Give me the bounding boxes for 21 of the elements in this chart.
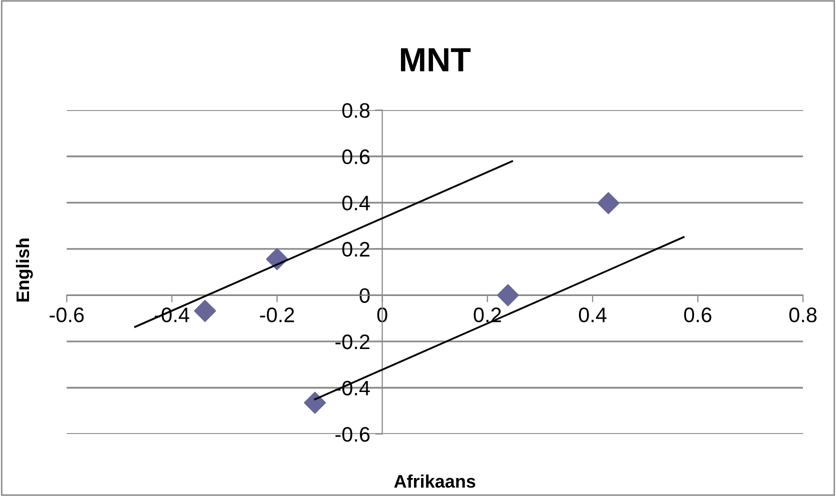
y-tick-label: 0	[360, 288, 370, 303]
y-tick-label: 0.4	[342, 196, 370, 210]
point	[597, 192, 620, 214]
y-axis-title: English	[16, 238, 33, 302]
x-tick-label: 0.2	[474, 308, 501, 322]
y-tick-label: 0.2	[342, 242, 370, 257]
x-axis-title: Afrikaans	[394, 474, 476, 488]
point	[304, 392, 326, 414]
point	[194, 300, 216, 322]
x-tick-label: 0.6	[684, 308, 712, 322]
y-tick-label: 0.8	[342, 103, 370, 118]
y-tick-label: -0.2	[335, 334, 370, 350]
x-tick-label: 0	[377, 308, 388, 322]
y-tick-label: 0.6	[342, 149, 370, 164]
x-tick-label: -0.6	[50, 308, 84, 322]
y-tick-label: -0.6	[335, 427, 370, 442]
x-tick-label: 0.8	[789, 308, 817, 322]
chart-title: MNT	[400, 48, 471, 72]
x-tick-label: -0.2	[260, 308, 294, 322]
point	[496, 284, 519, 306]
x-tick-label: 0.4	[578, 308, 606, 322]
